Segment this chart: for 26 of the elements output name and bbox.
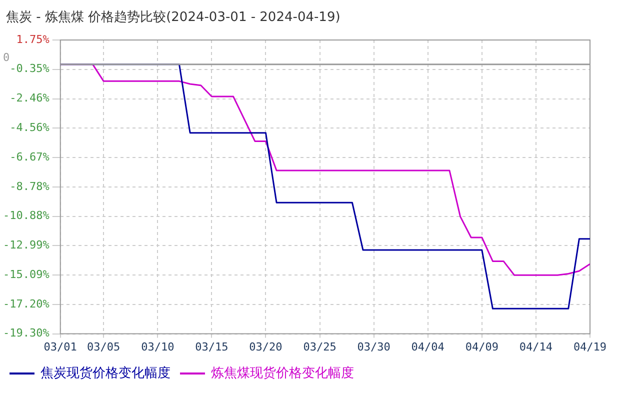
x-tick-label: 04/19 (573, 340, 607, 354)
y-tick-label: -15.09% (3, 268, 50, 281)
y-tick-label: -17.20% (3, 297, 50, 310)
x-tick-label: 04/14 (519, 340, 553, 354)
y-tick-label: -12.99% (3, 238, 50, 252)
legend-label: 焦炭现货价格变化幅度 (40, 365, 170, 380)
y-tick-label: -2.46% (10, 92, 50, 105)
y-tick-label: 1.75% (16, 32, 50, 46)
y-tick-label: -4.56% (10, 120, 50, 134)
x-tick-label: 03/10 (141, 340, 174, 354)
x-tick-label: 03/05 (87, 340, 120, 354)
x-tick-label: 03/30 (357, 340, 390, 354)
y-tick-label: -6.67% (10, 150, 50, 164)
chart-title: 焦炭 - 炼焦煤 价格趋势比较(2024-03-01 - 2024-04-19) (6, 9, 340, 26)
x-tick-label: 04/04 (411, 340, 445, 354)
x-tick-label: 03/01 (44, 340, 77, 354)
ref-line-label: 0 (3, 50, 10, 64)
y-tick-label: -19.30% (3, 326, 50, 340)
y-tick-label: -8.78% (10, 180, 50, 193)
x-tick-label: 03/20 (249, 340, 282, 354)
legend-label: 炼焦煤现货价格变化幅度 (211, 365, 354, 380)
y-tick-label: -0.35% (10, 62, 50, 76)
x-tick-label: 03/15 (195, 340, 228, 354)
y-tick-label: -10.88% (3, 209, 50, 222)
x-tick-label: 04/09 (465, 340, 498, 354)
x-tick-label: 03/25 (303, 340, 336, 354)
